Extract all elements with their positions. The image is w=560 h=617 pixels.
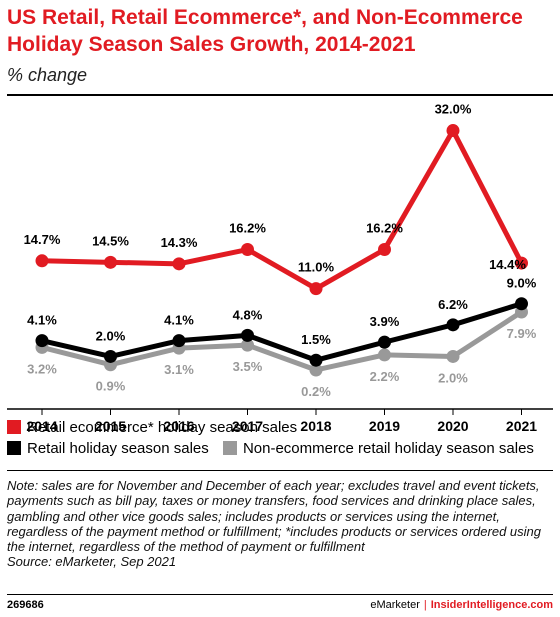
data-label: 0.2%: [301, 384, 331, 399]
chart-subtitle: % change: [7, 65, 88, 85]
data-label: 16.2%: [366, 221, 403, 236]
data-point: [35, 254, 49, 268]
legend-label: Retail ecommerce* holiday season sales: [27, 419, 298, 436]
source-text: Source: eMarketer, Sep 2021: [7, 554, 177, 570]
data-label: 14.4%: [489, 257, 526, 272]
note-text: Note: sales are for November and Decembe…: [7, 478, 541, 555]
x-tick-label: 2020: [437, 418, 468, 434]
data-label: 11.0%: [298, 260, 335, 275]
chart-title: US Retail, Retail Ecommerce*, and Non-Ec…: [7, 6, 523, 56]
data-point: [446, 124, 460, 138]
data-point: [104, 349, 117, 363]
data-label: 32.0%: [435, 102, 472, 117]
data-label: 4.1%: [164, 313, 194, 328]
legend-row-2: Retail holiday season sales Non-ecommerc…: [7, 440, 544, 458]
data-point: [378, 243, 391, 257]
footer-separator: |: [423, 599, 427, 611]
data-point: [446, 318, 460, 332]
line-chart: 2014 2015 2016 2017 2018 2019 2020 2021 14.7% 14.…: [7, 102, 553, 434]
data-point: [309, 282, 323, 296]
x-tick-label: 2014: [26, 418, 57, 434]
series-line-2: [39, 309, 524, 373]
legend-item-retail: Retail holiday season sales: [7, 440, 209, 458]
footer-brand: eMarketer | InsiderIntelligence.com: [370, 599, 553, 611]
data-label: 14.3%: [161, 235, 198, 250]
data-point: [515, 256, 528, 270]
legend-label: Retail holiday season sales: [27, 440, 209, 457]
legend-item-ecommerce: Retail ecommerce* holiday season sales: [7, 419, 297, 437]
data-label: 1.5%: [301, 332, 331, 347]
data-label: 0.9%: [96, 379, 126, 394]
x-tick-label: 2015: [95, 418, 126, 434]
legend-swatch-black: [7, 441, 21, 455]
chart-note: Note: sales are for November and Decembe…: [7, 478, 555, 570]
data-label: 14.7%: [24, 232, 61, 247]
legend-label: Non-ecommerce retail holiday season sale…: [242, 440, 534, 457]
x-tick-label: 2017: [232, 418, 263, 434]
data-label: 3.1%: [164, 362, 194, 377]
brand-name: eMarketer: [370, 599, 420, 611]
data-point: [35, 334, 49, 348]
data-label: 4.8%: [233, 307, 263, 322]
data-label: 6.2%: [438, 297, 468, 312]
data-label: 3.5%: [233, 359, 263, 374]
data-point: [172, 334, 186, 348]
data-point: [309, 363, 323, 377]
data-label: 4.1%: [27, 313, 57, 328]
data-point: [378, 348, 391, 362]
data-point: [104, 255, 117, 269]
data-label: 14.5%: [92, 233, 129, 248]
series-line-0: [39, 128, 524, 292]
data-label: 2.0%: [96, 328, 126, 343]
data-point: [241, 328, 254, 342]
data-point: [515, 297, 528, 311]
series-line-1: [39, 301, 524, 363]
data-label: 3.2%: [27, 361, 57, 376]
x-tick-label: 2016: [163, 418, 194, 434]
legend-row-1: Retail ecommerce* holiday season sales: [7, 419, 307, 437]
data-label: 7.9%: [507, 326, 537, 341]
note-rule: [7, 470, 553, 471]
header-rule: [7, 94, 553, 96]
legend-swatch-gray: [222, 441, 237, 455]
data-point: [446, 349, 460, 363]
data-label: 9.0%: [507, 276, 537, 291]
data-point: [172, 257, 186, 271]
legend-item-non-ecommerce: Non-ecommerce retail holiday season sale…: [222, 440, 534, 458]
site-link[interactable]: InsiderIntelligence.com: [430, 599, 553, 611]
x-tick-label: 2019: [369, 418, 400, 434]
data-point: [241, 338, 254, 352]
data-point: [309, 353, 323, 367]
data-label: 3.9%: [370, 314, 400, 329]
data-point: [241, 243, 254, 257]
x-tick-label: 2021: [506, 418, 537, 434]
data-point: [378, 335, 391, 349]
footer-rule: [7, 594, 553, 595]
data-label: 2.0%: [438, 370, 468, 385]
data-label: 2.2%: [370, 369, 400, 384]
chart-id: 269686: [7, 599, 44, 611]
data-label: 16.2%: [229, 221, 266, 236]
legend-swatch-red: [7, 420, 21, 434]
x-tick-label: 2018: [300, 418, 331, 434]
